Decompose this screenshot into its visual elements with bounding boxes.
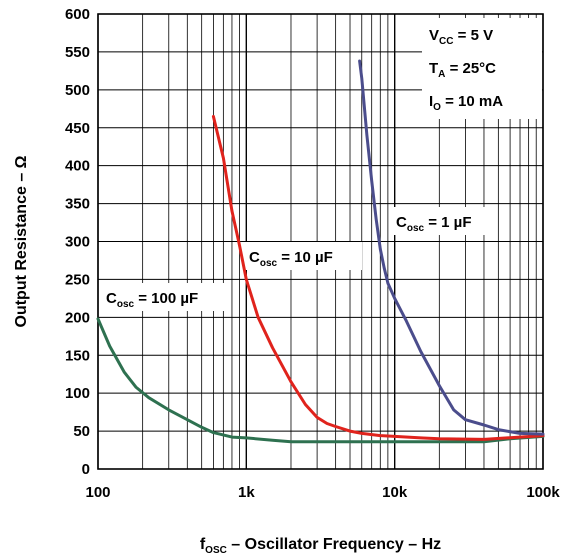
plot-frame <box>97 13 544 470</box>
y-tick-label: 200 <box>65 309 90 326</box>
y-tick-label: 0 <box>82 461 90 478</box>
curves <box>96 59 545 444</box>
x-tick-label: 10k <box>382 484 408 501</box>
condition-2: IO = 10 mA <box>429 93 503 113</box>
series-line-0 <box>96 317 545 444</box>
x-tick-label: 100k <box>526 484 560 501</box>
label-box-1uf <box>390 207 496 235</box>
condition-1: TA = 25°C <box>429 60 496 80</box>
y-tick-label: 100 <box>65 385 90 402</box>
series-line-2 <box>358 59 545 436</box>
y-tick-label: 250 <box>65 271 90 288</box>
series-line-1 <box>211 114 545 441</box>
y-tick-label: 500 <box>65 82 90 99</box>
x-axis-title: fOSC – Oscillator Frequency – Hz <box>200 536 441 556</box>
y-tick-label: 550 <box>65 44 90 61</box>
y-tick-label: 400 <box>65 158 90 175</box>
series-label-0: Cosc = 100 µF <box>106 290 198 310</box>
label-box-100uf <box>102 283 226 311</box>
y-tick-label: 300 <box>65 234 90 251</box>
condition-0: VCC = 5 V <box>429 27 493 47</box>
series-label-2: Cosc = 1 µF <box>396 214 472 234</box>
labels: 0 50 100 150 200 250 300 350 400 450 500 550 600 100 1… <box>13 6 560 556</box>
y-tick-label: 350 <box>65 196 90 213</box>
y-tick-label: 50 <box>73 423 90 440</box>
y-axis-title: Output Resistance – Ω <box>13 155 30 327</box>
y-tick-label: 600 <box>65 6 90 23</box>
label-box-10uf <box>242 242 362 270</box>
series-label-1: Cosc = 10 µF <box>249 249 333 269</box>
y-tick-label: 150 <box>65 347 90 364</box>
conditions-box <box>422 18 542 119</box>
x-tick-label: 100 <box>85 484 110 501</box>
x-tick-label: 1k <box>238 484 255 501</box>
y-tick-label: 450 <box>65 120 90 137</box>
grid <box>97 13 544 470</box>
